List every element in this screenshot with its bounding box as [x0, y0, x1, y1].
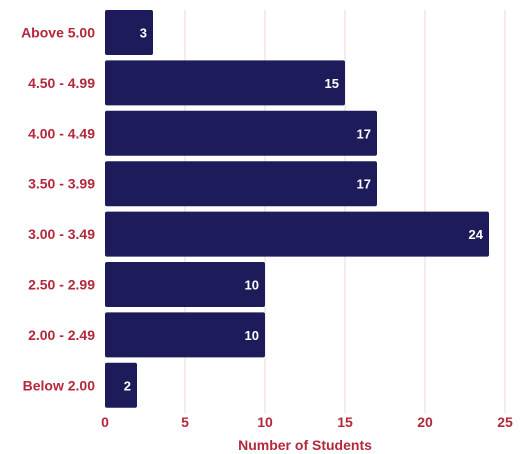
x-tick-label: 20	[417, 414, 433, 430]
x-tick-label: 25	[497, 414, 513, 430]
bar-value-label: 24	[469, 227, 484, 242]
bar	[105, 10, 153, 55]
x-tick-label: 0	[101, 414, 109, 430]
bar	[105, 262, 265, 307]
bar-value-label: 17	[357, 126, 371, 141]
x-tick-label: 5	[181, 414, 189, 430]
bar-value-label: 10	[245, 328, 259, 343]
bar	[105, 312, 265, 358]
bar-value-label: 3	[140, 26, 147, 41]
bar-value-label: 2	[124, 378, 131, 393]
bar	[105, 362, 137, 408]
category-label: 4.00 - 4.49	[28, 125, 95, 141]
category-label: 4.50 - 4.99	[28, 75, 95, 91]
bar	[105, 60, 345, 106]
category-label: Above 5.00	[21, 25, 95, 41]
category-label: 2.00 - 2.49	[28, 327, 95, 343]
bar	[105, 110, 377, 156]
x-axis-title: Number of Students	[238, 437, 372, 453]
bar	[105, 161, 377, 207]
x-tick-label: 10	[257, 414, 273, 430]
bar-value-label: 10	[245, 278, 259, 293]
bar-value-label: 17	[357, 177, 371, 192]
x-axis-ticks: 0 5 10 15 20 25	[101, 414, 513, 430]
category-label: 2.50 - 2.99	[28, 277, 95, 293]
category-label: 3.00 - 3.49	[28, 226, 95, 242]
category-labels: Above 5.00 4.50 - 4.99 4.00 - 4.49 3.50 - 3…	[21, 25, 95, 394]
bars: 3 15 17 17 24 10 10 2	[105, 10, 489, 408]
category-label: Below 2.00	[23, 377, 96, 393]
category-label: 3.50 - 3.99	[28, 176, 95, 192]
bar-value-label: 15	[325, 76, 339, 91]
bar	[105, 211, 489, 257]
x-tick-label: 15	[337, 414, 353, 430]
